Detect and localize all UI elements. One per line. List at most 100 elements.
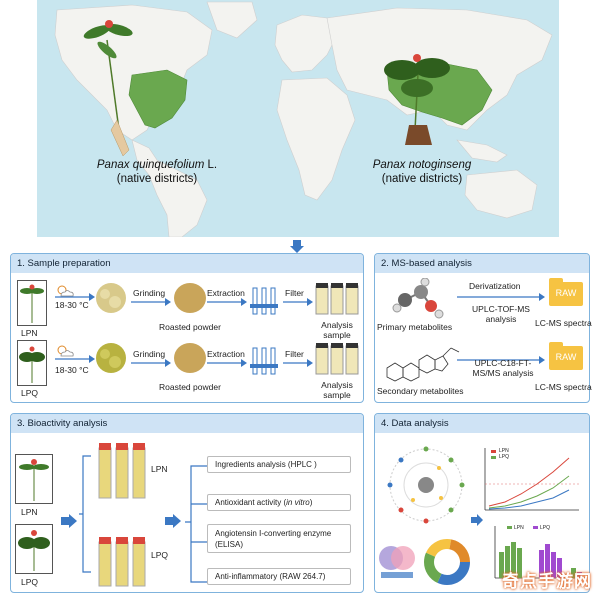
panax-quinquefolium-plant: [83, 20, 133, 157]
temperature-label-top: 18-30 °C: [55, 300, 89, 310]
right-arrow-icon: [61, 514, 77, 528]
bar-legend-lpn: LPN: [514, 525, 524, 531]
analysis-sample-label-bottom: Analysis sample: [321, 380, 353, 400]
dried-slices-image: [96, 283, 126, 313]
plant-label-lpq: LPQ: [21, 388, 39, 398]
bioactivity-item-antioxidant: Antioxidant activity (in vitro): [207, 494, 351, 511]
extraction-label-top: Extraction: [207, 288, 245, 298]
left-species-suffix: L.: [204, 159, 218, 171]
roasted-powder-label-top: Roasted powder: [159, 322, 221, 332]
sample-vials-image: [315, 283, 359, 315]
antioxidant-text: Antioxidant activity (: [215, 498, 287, 507]
panel-4-title: 4. Data analysis: [375, 414, 589, 433]
sun-cloud-icon: [57, 345, 74, 357]
world-map-graphic: [37, 0, 559, 237]
lpq-plant-image: [17, 340, 47, 386]
derivatization-label: Derivatization: [469, 281, 521, 291]
line-legend-lpn: LPN: [499, 448, 509, 454]
arrow-icon: [55, 293, 95, 301]
bioactivity-item-anti-inflammatory: Anti-inflammatory (RAW 264.7): [207, 568, 351, 585]
right-arrow-icon: [165, 514, 181, 528]
uplc-c18-ft-msms-label: UPLC-C18-FT-MS/MS analysis: [472, 358, 534, 378]
arrow-icon: [283, 359, 313, 367]
plant-label-lpn: LPN: [21, 328, 38, 338]
left-species-label: Panax quinquefolium L. (native districts…: [77, 158, 237, 186]
southeast-asia-islands: [456, 139, 508, 163]
bracket-icon: [185, 465, 207, 583]
powder-image: [174, 343, 206, 373]
raw-folder-label: RAW: [555, 352, 577, 362]
south-america-landmass: [131, 139, 208, 237]
donut-chart-graphic: [424, 539, 470, 585]
secondary-metabolites-label: Secondary metabolites: [377, 386, 464, 396]
test-tube-rack-icon: [250, 287, 278, 315]
primary-metabolites-label: Primary metabolites: [377, 322, 453, 332]
panel-3-title: 3. Bioactivity analysis: [11, 414, 363, 433]
filter-label-bottom: Filter: [285, 349, 304, 359]
right-species-label: Panax notoginseng (native districts): [347, 158, 497, 186]
roasted-powder-label-bottom: Roasted powder: [159, 382, 221, 392]
right-arrow-icon: [471, 514, 483, 526]
greenland-landmass: [206, 1, 258, 39]
sun-cloud-icon: [57, 285, 74, 297]
line-legend-lpq: LPQ: [499, 454, 510, 460]
lc-ms-spectra-label-bottom: LC-MS spectra: [535, 382, 592, 392]
antioxidant-in-vitro: in vitro: [286, 498, 310, 507]
metabolite-network-graphic: [387, 446, 465, 524]
bioactivity-item-ace: Angiotensin Ⅰ-converting enzyme (ELISA): [207, 524, 351, 553]
lc-ms-spectra-label-top: LC-MS spectra: [535, 318, 592, 328]
raw-folder-label: RAW: [555, 288, 577, 298]
arrow-icon: [207, 298, 247, 306]
bioactivity-item-hplc: Ingredients analysis (HPLC ): [207, 456, 351, 473]
right-species-note: (native districts): [381, 173, 463, 185]
bar-legend-lpq: LPQ: [540, 525, 551, 531]
site-watermark: 奇点手游网: [502, 572, 592, 591]
bracket-icon: [79, 455, 91, 573]
dried-slices-image: [96, 343, 126, 373]
plant-label-lpq: LPQ: [21, 577, 39, 587]
group-label-lpq: LPQ: [151, 550, 169, 560]
lpq-plant-image: [15, 524, 53, 574]
panel-1-title: 1. Sample preparation: [11, 254, 363, 273]
europe-landmass: [274, 14, 338, 73]
sample-preparation-panel: 1. Sample preparation LPN 18-30 °C Grind…: [10, 253, 364, 403]
analysis-sample-label-top: Analysis sample: [321, 320, 353, 340]
raw-folder-icon: RAW: [549, 342, 583, 370]
steroid-structure-image: [386, 347, 460, 382]
down-arrow-icon: [290, 240, 304, 253]
right-species-name: Panax notoginseng: [372, 159, 472, 171]
group-label-lpn: LPN: [151, 464, 168, 474]
arrow-icon: [207, 359, 247, 367]
arrow-icon: [131, 298, 171, 306]
arrow-icon: [457, 356, 545, 364]
uplc-tof-ms-label: UPLC-TOF-MS analysis: [472, 304, 530, 324]
north-america-landmass: [54, 4, 213, 141]
left-species-name: Panax quinquefolium: [96, 159, 205, 171]
raw-folder-icon: RAW: [549, 278, 583, 306]
lpn-plant-image: [17, 280, 47, 326]
test-tube-rack-icon: [250, 347, 278, 375]
temperature-label-bottom: 18-30 °C: [55, 365, 89, 375]
lpq-sample-tubes-image: [98, 537, 146, 587]
dose-response-line-chart: [484, 448, 579, 511]
grinding-label-top: Grinding: [133, 288, 166, 298]
extraction-label-bottom: Extraction: [207, 349, 245, 359]
left-species-note: (native districts): [116, 173, 198, 185]
ms-analysis-panel: 2. MS-based analysis Primary metabolites…: [374, 253, 592, 403]
data-analysis-panel: 4. Data analysis LPN LPQ: [374, 413, 590, 593]
panax-notoginseng-plant: [384, 54, 450, 145]
world-map: Panax quinquefolium L. (native districts…: [37, 0, 559, 237]
lpn-plant-image: [15, 454, 53, 504]
africa-landmass: [276, 77, 356, 201]
powder-image: [174, 283, 206, 313]
plant-label-lpn: LPN: [21, 507, 38, 517]
bioactivity-panel: 3. Bioactivity analysis LPN LPQ LPN LPQ …: [10, 413, 364, 593]
panel-2-title: 2. MS-based analysis: [375, 254, 589, 273]
grinding-label-bottom: Grinding: [133, 349, 166, 359]
molecule-model-image: [392, 278, 444, 319]
arrow-icon: [55, 355, 95, 363]
australia-landmass: [464, 169, 538, 219]
sample-vials-image: [315, 343, 359, 375]
arrow-icon: [283, 298, 313, 306]
arrow-icon: [131, 359, 171, 367]
